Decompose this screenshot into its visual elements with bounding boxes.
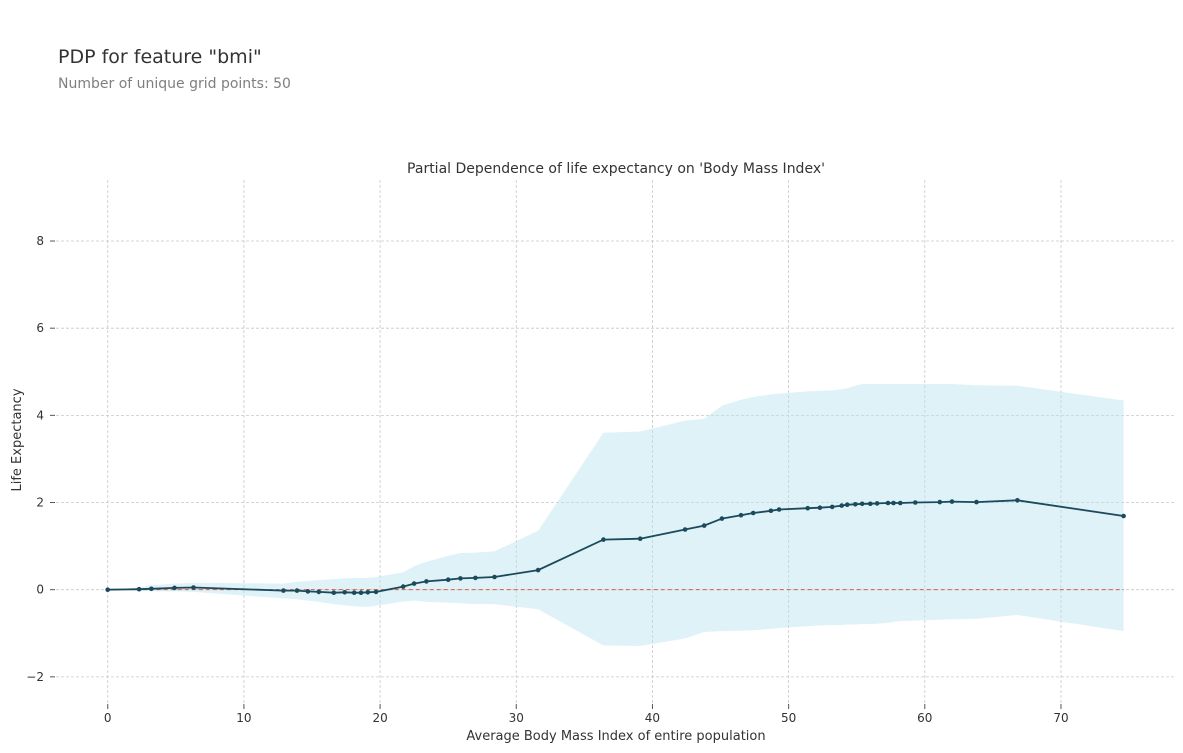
pdp-point (281, 588, 286, 593)
pdp-point (535, 567, 541, 573)
pdp-point (191, 585, 196, 590)
pdp-point (400, 584, 406, 589)
pdp-point (750, 510, 756, 516)
x-tick-label: 40 (645, 711, 660, 725)
pdp-point (172, 585, 177, 591)
x-tick-label: 50 (781, 711, 796, 725)
pdp-point (458, 576, 463, 581)
pdp-point (411, 581, 417, 586)
pdp-point (839, 503, 844, 508)
x-tick-label: 60 (917, 711, 932, 725)
pdp-point (859, 501, 865, 507)
pdp-point (829, 504, 835, 510)
chart-title: Partial Dependence of life expectancy on… (407, 161, 825, 177)
y-tick-label: 8 (36, 234, 44, 248)
x-tick-label: 20 (372, 711, 387, 725)
pdp-point (844, 502, 850, 508)
pdp-point (874, 501, 880, 506)
pdp-point (719, 516, 725, 521)
pdp-point (305, 589, 311, 594)
pdp-point (424, 579, 429, 584)
pdp-point (817, 505, 823, 511)
pdp-point (768, 508, 774, 514)
pdp-point (294, 588, 300, 593)
pdp-point (776, 507, 782, 512)
x-tick-label: 70 (1053, 711, 1068, 725)
y-tick-label: −2 (26, 670, 44, 684)
y-tick-label: 0 (36, 583, 44, 597)
page-subtitle: Number of unique grid points: 50 (58, 76, 291, 92)
pdp-point (492, 574, 497, 580)
pdp-point (949, 499, 955, 504)
pdp-point (331, 590, 337, 595)
pdp-point (853, 502, 858, 507)
pdp-point (342, 590, 348, 595)
y-axis-ticks: −2 0 2 4 6 8 (26, 234, 55, 684)
x-tick-label: 0 (104, 711, 112, 725)
pdp-point (105, 587, 110, 592)
pdp-point (1121, 513, 1126, 519)
confidence-band (107, 384, 1124, 646)
pdp-point (1015, 498, 1020, 503)
pdp-point (149, 586, 154, 592)
pdp-point (373, 589, 379, 595)
pdp-point (913, 500, 918, 505)
pdp-point (868, 501, 873, 507)
y-tick-label: 2 (36, 496, 44, 510)
y-axis-label: Life Expectancy (10, 388, 25, 491)
pdp-point (682, 527, 688, 532)
pdp-point (974, 499, 979, 505)
y-tick-label: 4 (36, 408, 44, 422)
pdp-point (637, 536, 643, 541)
pdp-point (351, 590, 357, 595)
pdp-point (701, 523, 707, 528)
pdp-point (365, 590, 371, 595)
x-tick-label: 10 (236, 711, 251, 725)
x-axis-ticks: 0 10 20 30 40 50 60 70 (104, 704, 1069, 725)
page-title: PDP for feature "bmi" (58, 46, 262, 68)
pdp-point (358, 590, 364, 595)
x-axis-label: Average Body Mass Index of entire popula… (466, 729, 765, 744)
pdp-point (891, 500, 896, 506)
y-tick-label: 6 (36, 321, 44, 335)
pdp-point (445, 577, 451, 582)
pdp-point (136, 586, 142, 592)
x-tick-label: 30 (509, 711, 524, 725)
pdp-points (105, 498, 1126, 595)
pdp-point (473, 575, 478, 581)
pdp-point (937, 499, 943, 505)
pdp-point (898, 500, 903, 506)
pdp-point (738, 512, 744, 518)
pdp-point (805, 505, 810, 511)
pdp-point (316, 589, 322, 595)
pdp-point (601, 537, 606, 542)
pdp-point (885, 500, 891, 506)
grid-lines (56, 180, 1174, 703)
